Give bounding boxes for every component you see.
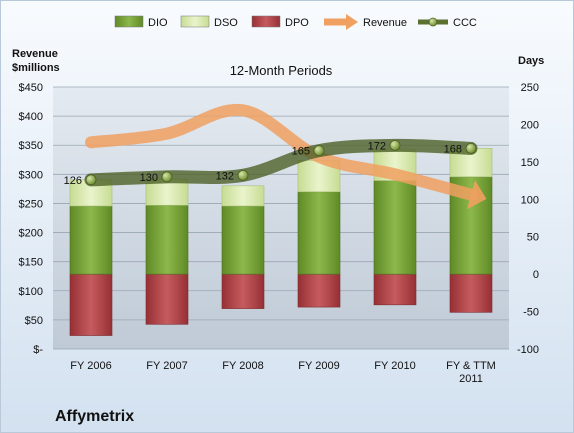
revenue-arrowhead [467,180,487,210]
category-label: FY 2009 [298,360,339,372]
category-label: FY & TTM [446,360,496,372]
bar-dso [221,185,265,207]
bar-dpo [449,273,493,313]
axis-ticks: $- $50 $100 $150 $200 $250 $300 $350 $400 $450 -10… [19,82,539,385]
category-label: FY 2007 [146,360,187,372]
right-tick-label: 0 [533,269,539,281]
ccc-data-label: 126 [64,175,82,187]
ccc-point [465,142,477,154]
ccc-point [85,174,97,186]
revenue-line [85,103,477,201]
legend-swatch-dpo [251,15,281,28]
bar-dio [145,204,189,275]
right-tick-label: 100 [521,194,539,206]
legend-label-revenue: Revenue [363,17,407,29]
company-name: Affymetrix [55,408,134,425]
bar-dpo [69,273,113,336]
left-tick-label: $450 [19,82,43,94]
legend-marker-ccc [428,17,438,27]
bar-dio [69,205,113,275]
ccc-data-label: 132 [216,170,234,182]
stacked-bars [69,148,493,336]
left-tick-label: $200 [19,228,43,240]
legend-label-ccc: CCC [453,17,477,29]
left-axis-title-line-2: $millions [12,62,60,74]
right-tick-label: -100 [517,344,539,356]
bar-dio [373,180,417,275]
left-tick-label: $250 [19,198,43,210]
ccc-point [237,169,249,181]
ccc-data-label: 165 [292,146,310,158]
category-label: FY 2006 [70,360,111,372]
ccc-data-label: 172 [368,140,386,152]
left-tick-label: $350 [19,140,43,152]
legend-swatch-dso [180,15,210,28]
bar-dpo [297,273,341,308]
bar-dpo [221,273,265,309]
left-tick-label: $150 [19,257,43,269]
ccc-data-label: 130 [140,172,158,184]
right-tick-label: 250 [521,82,539,94]
left-tick-label: $- [33,344,43,356]
right-tick-label: 200 [521,119,539,131]
left-axis-title-line-1: Revenue [12,48,58,60]
ccc-point [313,145,325,157]
right-tick-label: -50 [523,307,539,319]
right-axis-title: Days [518,55,544,67]
ccc-point [389,139,401,151]
ccc-point [161,171,173,183]
bar-dio [297,191,341,275]
legend-arrowhead [346,14,358,30]
bar-dpo [373,273,417,306]
bar-dpo [145,273,189,325]
category-label: FY 2008 [222,360,263,372]
legend-swatch-dio [114,15,144,28]
legend-label-dso: DSO [214,17,238,29]
left-tick-label: $50 [25,315,43,327]
legend: DIO DSO DPO Revenue CCC [114,14,477,30]
bar-dio [221,205,265,275]
legend-label-dio: DIO [148,17,168,29]
right-tick-label: 50 [527,232,539,244]
revenue-arrow [85,103,487,210]
left-tick-label: $100 [19,286,43,298]
left-tick-label: $300 [19,169,43,181]
legend-label-dpo: DPO [285,17,309,29]
ccc-data-label: 168 [444,143,462,155]
chart-title: 12-Month Periods [230,63,333,78]
ccc-line: 126 130 132 165 172 168 [64,138,478,187]
ccc-path [84,138,478,187]
right-tick-label: 150 [521,157,539,169]
category-label: 2011 [459,373,483,385]
category-label: FY 2010 [374,360,415,372]
left-tick-label: $400 [19,111,43,123]
